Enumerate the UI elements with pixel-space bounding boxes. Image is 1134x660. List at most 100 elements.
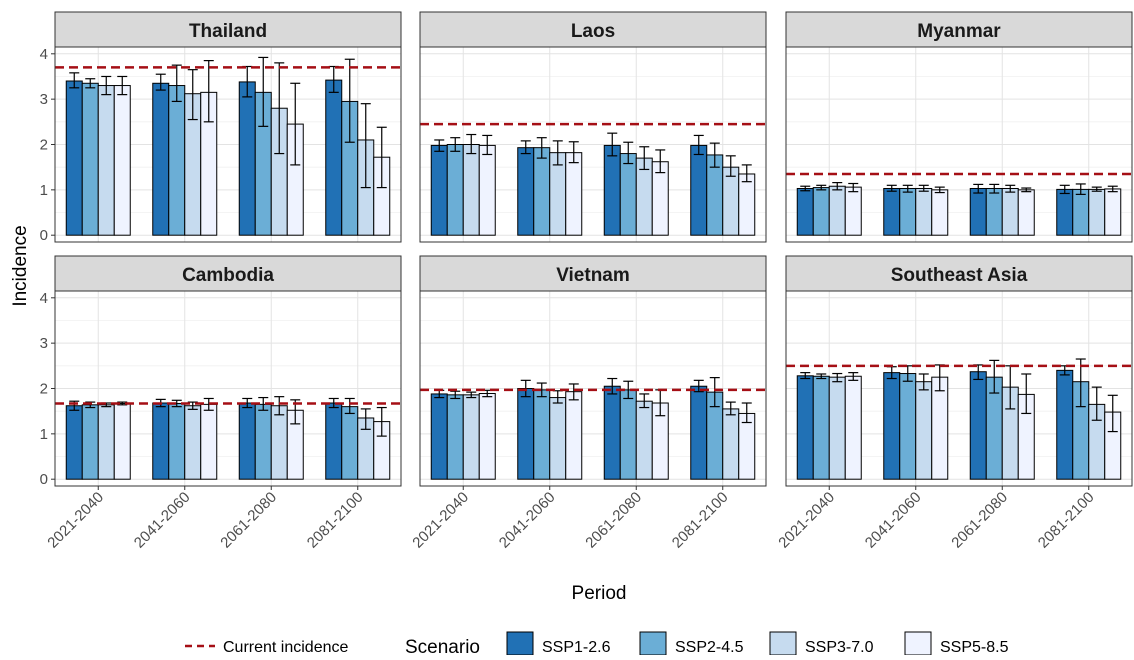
legend-label-ssp1-2.6: SSP1-2.6 [542,639,611,655]
bar-ssp3-7.0 [184,405,202,480]
panel-southeast-asia: Southeast Asia 2021-2040 2041-2060 2061-208… [775,255,1133,552]
bar-ssp3-7.0 [722,166,740,236]
bar-ssp3-7.0 [97,85,115,236]
bar-ssp1-2.6 [152,82,170,236]
facet-strip [419,11,767,48]
bar-ssp1-2.6 [603,144,621,236]
legend: Current incidence Scenario SSP1-2.6 SSP2-… [185,631,1009,658]
facet-strip [54,11,402,48]
bar-ssp1-2.6 [430,144,448,236]
bar-ssp2-4.5 [533,389,551,480]
y-tick-label: 2 [40,381,48,398]
bar-ssp2-4.5 [446,394,464,480]
facet-strip-label: Laos [571,21,615,42]
y-axis-title: Incidence [10,225,31,306]
bar-ssp1-2.6 [430,393,448,480]
panel-vietnam: Vietnam 2021-2040 2041-2060 2061-2080 2081-2… [409,255,767,552]
panel-myanmar: Myanmar [785,11,1133,243]
bar-ssp5-8.5 [844,186,862,236]
y-tick-label: 1 [40,182,48,199]
bar-ssp2-4.5 [446,144,464,236]
bar-ssp2-4.5 [81,404,99,480]
bar-ssp3-7.0 [462,144,480,236]
bar-ssp1-2.6 [603,385,621,480]
facet-strip-label: Myanmar [917,21,1001,42]
bar-ssp5-8.5 [113,85,131,236]
bar-ssp1-2.6 [65,405,83,480]
bar-ssp1-2.6 [690,144,708,236]
panel-thailand: Thailand 0 1 2 3 4 [40,11,402,244]
bar-ssp2-4.5 [533,147,551,236]
bar-ssp2-4.5 [1072,188,1090,236]
x-tick-label: 2021-2040 [409,489,472,552]
y-tick-label: 2 [40,137,48,154]
bar-ssp3-7.0 [549,397,567,480]
bar-ssp1-2.6 [238,402,256,480]
legend-reference-line-label: Current incidence [223,639,349,655]
bar-ssp5-8.5 [200,403,218,480]
bar-ssp2-4.5 [619,389,637,480]
bar-ssp1-2.6 [969,187,987,236]
bar-ssp2-4.5 [341,406,359,480]
bar-ssp2-4.5 [985,187,1003,236]
y-tick-label: 3 [40,335,48,352]
bar-ssp5-8.5 [478,392,496,480]
y-tick-label: 3 [40,91,48,108]
panels-layer: Thailand 0 1 2 3 4 Laos Myanmar Cambodia 0 1 2 3 4 202… [40,11,1133,552]
bar-ssp3-7.0 [722,408,740,480]
x-tick-label: 2061-2080 [582,489,645,552]
x-axis-title: Period [572,583,627,604]
bar-ssp1-2.6 [1056,188,1074,236]
bar-ssp1-2.6 [796,187,814,236]
facet-strip-label: Vietnam [556,265,630,286]
legend-label-ssp5-8.5: SSP5-8.5 [940,639,1009,655]
bar-ssp1-2.6 [325,79,343,236]
bar-ssp1-2.6 [65,80,83,236]
bar-ssp5-8.5 [1017,189,1035,236]
y-tick-label: 0 [40,227,48,244]
bar-ssp2-4.5 [899,187,917,236]
facet-strip [785,255,1133,292]
y-tick-label: 4 [40,290,48,307]
facet-strip-label: Cambodia [182,265,274,286]
bar-ssp2-4.5 [899,373,917,480]
y-tick-label: 0 [40,471,48,488]
facet-strip [54,255,402,292]
bar-ssp3-7.0 [828,376,846,480]
bar-ssp5-8.5 [931,189,949,236]
bar-ssp5-8.5 [565,391,583,480]
bar-ssp1-2.6 [1056,369,1074,480]
legend-label-ssp3-7.0: SSP3-7.0 [805,639,874,655]
panel-border [419,290,767,487]
bar-ssp1-2.6 [152,402,170,480]
panel-border [419,46,767,243]
y-tick-label: 4 [40,46,48,63]
x-tick-label: 2061-2080 [948,489,1011,552]
bar-ssp2-4.5 [168,402,186,480]
x-tick-label: 2021-2040 [44,489,107,552]
bar-ssp3-7.0 [635,400,653,480]
legend-swatch-ssp2-4.5 [639,631,667,656]
bar-ssp2-4.5 [812,375,830,480]
bar-ssp3-7.0 [1088,188,1106,236]
x-tick-label: 2041-2060 [131,489,194,552]
bar-ssp5-8.5 [844,375,862,480]
bar-ssp2-4.5 [168,85,186,236]
legend-items: SSP1-2.6 SSP2-4.5 SSP3-7.0 SSP5-8.5 [506,631,1009,656]
bar-ssp3-7.0 [97,404,115,480]
bar-ssp5-8.5 [738,412,756,480]
bar-ssp5-8.5 [113,402,131,480]
bar-ssp1-2.6 [796,375,814,480]
bar-ssp3-7.0 [270,405,288,480]
x-tick-label: 2061-2080 [217,489,280,552]
bar-ssp2-4.5 [254,403,272,480]
bar-ssp3-7.0 [828,185,846,236]
x-tick-label: 2041-2060 [496,489,559,552]
bar-ssp5-8.5 [738,173,756,236]
legend-label-ssp2-4.5: SSP2-4.5 [675,639,744,655]
bar-ssp3-7.0 [915,187,933,236]
bar-ssp1-2.6 [883,187,901,236]
legend-title: Scenario [405,637,480,655]
x-tick-label: 2041-2060 [862,489,925,552]
